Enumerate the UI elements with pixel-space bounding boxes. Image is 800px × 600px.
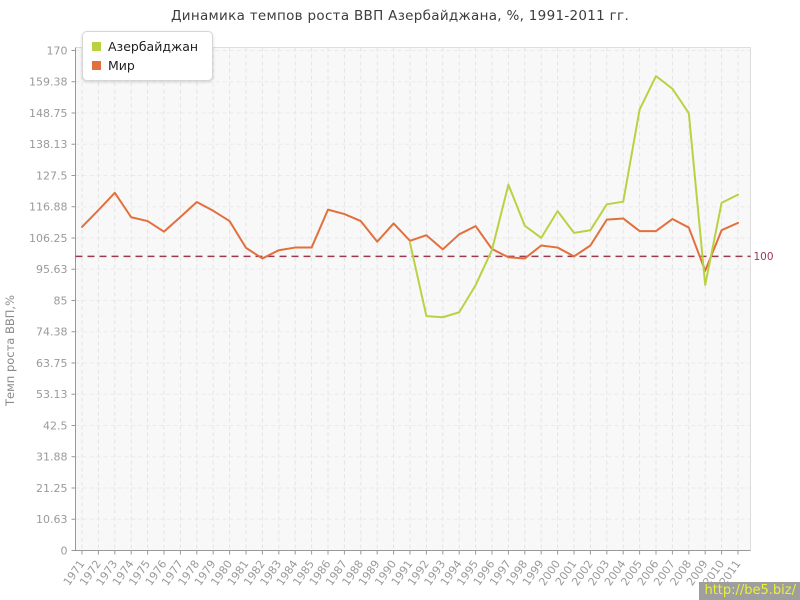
y-tick-label: 127.5: [36, 170, 68, 183]
y-tick-label: 10.63: [36, 513, 68, 526]
y-tick-label: 53.13: [36, 388, 68, 401]
y-tick-label: 42.5: [43, 420, 68, 433]
watermark-link[interactable]: http://be5.biz/: [699, 582, 800, 600]
y-tick-label: 95.63: [36, 263, 68, 276]
y-tick-label: 0: [61, 545, 68, 558]
legend-swatch-world: [92, 61, 101, 70]
y-axis-title: Темп роста ВВП,%: [3, 294, 17, 406]
chart-title: Динамика темпов роста ВВП Азербайджана, …: [170, 8, 630, 24]
y-tick-label: 74.38: [36, 326, 68, 339]
y-tick-label: 63.75: [36, 357, 68, 370]
series-line-azerbaijan: [409, 75, 739, 319]
y-tick-label: 170: [47, 45, 68, 58]
plot-area: [75, 47, 751, 551]
series-line-world: [81, 191, 739, 272]
legend-label-world: Мир: [108, 58, 135, 73]
y-tick-label: 159.38: [29, 76, 68, 89]
y-tick-label: 85: [54, 295, 68, 308]
legend-item-azerbaijan[interactable]: Азербайджан: [92, 37, 198, 56]
legend-item-world[interactable]: Мир: [92, 56, 198, 75]
legend: Азербайджан Мир: [82, 31, 214, 81]
y-tick-label: 21.25: [36, 482, 68, 495]
legend-label-azerbaijan: Азербайджан: [108, 39, 199, 54]
y-tick-label: 116.88: [29, 201, 68, 214]
y-tick-label: 148.75: [29, 107, 68, 120]
y-tick-label: 138.13: [29, 138, 68, 151]
reference-line-label: 100: [754, 251, 774, 263]
legend-swatch-azerbaijan: [92, 42, 101, 51]
y-tick-label: 106.25: [29, 232, 68, 245]
y-tick-label: 31.88: [36, 451, 68, 464]
